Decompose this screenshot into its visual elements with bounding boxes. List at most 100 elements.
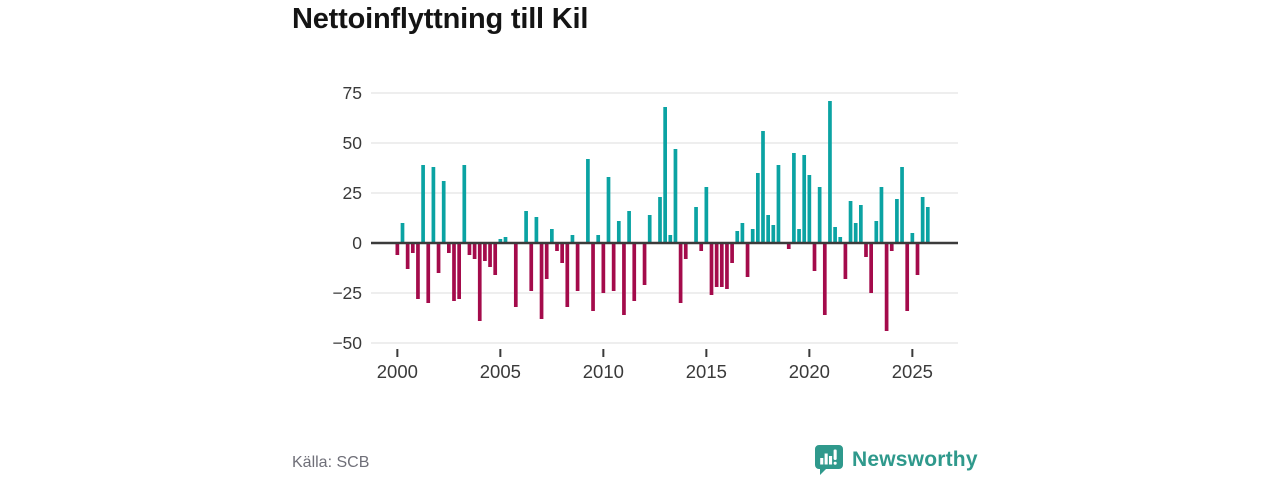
bar-2000Q2 bbox=[400, 223, 405, 243]
bar-2006Q3 bbox=[529, 243, 534, 291]
bar-2019Q1 bbox=[786, 243, 791, 249]
bar-2019Q2 bbox=[792, 153, 796, 243]
bar-2000Q4 bbox=[410, 243, 415, 253]
bar-2019Q3 bbox=[797, 229, 801, 243]
bar-2016Q3 bbox=[735, 231, 740, 243]
bar-2015Q2 bbox=[709, 243, 714, 295]
bar-2010Q3 bbox=[611, 243, 616, 291]
bar-2023Q1 bbox=[869, 243, 873, 293]
x-axis-label-2015: 2015 bbox=[686, 361, 727, 382]
bar-2005Q4 bbox=[513, 243, 518, 307]
bar-2009Q2 bbox=[586, 159, 590, 243]
bar-2007Q4 bbox=[555, 243, 559, 251]
bar-2004Q2 bbox=[483, 243, 487, 261]
x-axis-label-2025: 2025 bbox=[892, 361, 933, 382]
bar-2006Q2 bbox=[524, 211, 528, 243]
bar-2013Q3 bbox=[673, 149, 678, 243]
bar-2020Q4 bbox=[822, 243, 827, 315]
bar-2001Q2 bbox=[421, 165, 425, 243]
bar-2004Q4 bbox=[493, 243, 498, 275]
bar-2003Q2 bbox=[462, 165, 467, 243]
bar-chart-speech-bubble-icon bbox=[815, 445, 843, 475]
bar-2014Q4 bbox=[699, 243, 704, 251]
chart-title: Nettoinflyttning till Kil bbox=[292, 3, 589, 35]
y-axis-label-−50: −50 bbox=[332, 333, 362, 353]
bar-2008Q4 bbox=[575, 243, 580, 291]
y-axis-label-25: 25 bbox=[343, 183, 362, 203]
bar-2008Q3 bbox=[570, 235, 575, 243]
bar-2001Q4 bbox=[431, 167, 436, 243]
x-axis-label-2020: 2020 bbox=[789, 361, 830, 382]
bar-2000Q1 bbox=[395, 243, 400, 255]
bar-2008Q2 bbox=[565, 243, 570, 307]
bar-2012Q1 bbox=[642, 243, 647, 285]
bar-2025Q3 bbox=[920, 197, 925, 243]
bar-2024Q3 bbox=[900, 167, 904, 243]
bar-2024Q4 bbox=[905, 243, 910, 311]
bar-2023Q2 bbox=[874, 221, 879, 243]
source-label: Källa: SCB bbox=[292, 454, 370, 471]
x-axis-label-2010: 2010 bbox=[583, 361, 624, 382]
logo-bar-small bbox=[820, 458, 824, 465]
bar-2010Q4 bbox=[616, 221, 621, 243]
bar-2005Q2 bbox=[503, 237, 508, 243]
bar-2023Q4 bbox=[884, 243, 889, 331]
bar-2019Q4 bbox=[802, 155, 807, 243]
bar-2004Q3 bbox=[488, 243, 492, 267]
bar-2017Q2 bbox=[750, 229, 755, 243]
bar-2024Q2 bbox=[895, 199, 899, 243]
bar-2018Q1 bbox=[766, 215, 770, 243]
bar-2017Q1 bbox=[745, 243, 750, 277]
bar-2013Q4 bbox=[678, 243, 683, 303]
y-axis-label-75: 75 bbox=[343, 83, 362, 103]
logo-exclamation-dot bbox=[833, 461, 837, 465]
bar-2011Q1 bbox=[622, 243, 626, 315]
bar-2002Q3 bbox=[447, 243, 451, 253]
logo-bar-medium bbox=[829, 456, 833, 465]
y-axis-label-−25: −25 bbox=[332, 283, 362, 303]
bar-2017Q4 bbox=[761, 131, 765, 243]
bar-2025Q4 bbox=[925, 207, 930, 243]
y-axis-label-0: 0 bbox=[352, 233, 362, 253]
x-axis-label-2000: 2000 bbox=[377, 361, 418, 382]
bar-2022Q4 bbox=[864, 243, 868, 257]
bar-2000Q3 bbox=[405, 243, 410, 269]
bar-2014Q1 bbox=[683, 243, 688, 259]
bar-2007Q3 bbox=[550, 229, 554, 243]
net-migration-bar-chart: 75 50 25 0 −25 −50 2000 2005 2010 2015 2020 2025 bbox=[332, 83, 958, 382]
bar-2017Q3 bbox=[756, 173, 760, 243]
bar-2018Q2 bbox=[771, 225, 776, 243]
newsworthy-wordmark: Newsworthy bbox=[852, 448, 978, 471]
bar-2007Q2 bbox=[544, 243, 549, 279]
bar-2010Q1 bbox=[601, 243, 606, 293]
x-axis-label-2005: 2005 bbox=[480, 361, 521, 382]
logo-exclamation-stem bbox=[833, 449, 837, 460]
bar-2009Q4 bbox=[596, 235, 601, 243]
bar-2020Q2 bbox=[812, 243, 817, 271]
bar-2021Q1 bbox=[828, 101, 832, 243]
bar-2009Q3 bbox=[591, 243, 595, 311]
newsworthy-brand: Newsworthy bbox=[814, 444, 978, 476]
bar-2005Q1 bbox=[498, 239, 503, 243]
bar-2003Q1 bbox=[457, 243, 461, 299]
bar-2015Q3 bbox=[714, 243, 719, 287]
bar-2015Q4 bbox=[719, 243, 724, 287]
y-axis-label-50: 50 bbox=[343, 133, 363, 153]
bar-2008Q1 bbox=[560, 243, 564, 263]
bar-2012Q2 bbox=[647, 215, 652, 243]
bar-2012Q4 bbox=[658, 197, 662, 243]
bar-2003Q4 bbox=[472, 243, 477, 259]
bar-2001Q3 bbox=[426, 243, 431, 303]
bar-2025Q2 bbox=[915, 243, 920, 275]
bar-2016Q4 bbox=[740, 223, 745, 243]
bar-2013Q2 bbox=[668, 235, 673, 243]
bar-2020Q1 bbox=[807, 175, 812, 243]
bar-2022Q1 bbox=[848, 201, 853, 243]
bar-2016Q1 bbox=[725, 243, 729, 289]
bar-2024Q1 bbox=[889, 243, 894, 251]
logo-bar-tall bbox=[824, 453, 828, 465]
bar-2002Q4 bbox=[452, 243, 456, 301]
bar-2002Q1 bbox=[436, 243, 441, 273]
bar-2002Q2 bbox=[441, 181, 446, 243]
